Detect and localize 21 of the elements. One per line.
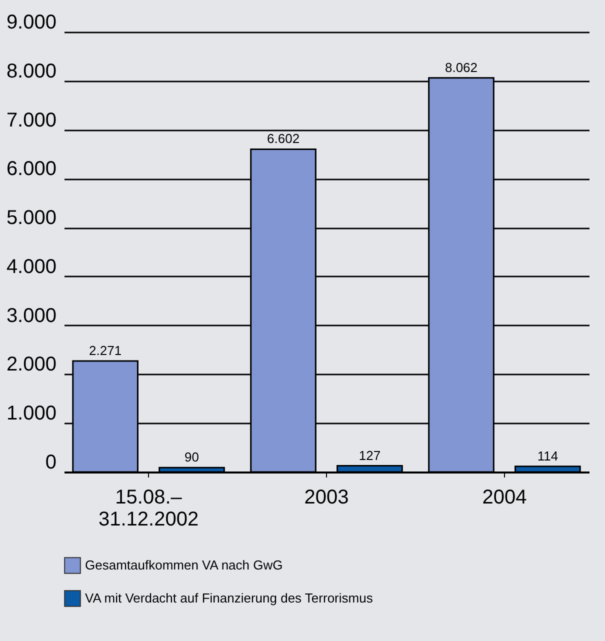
- y-tick-label: 7.000: [6, 109, 56, 132]
- legend-label: VA mit Verdacht auf Finanzierung des Terrorismus: [85, 590, 374, 606]
- data-label: 127: [358, 448, 381, 463]
- data-label: 114: [537, 448, 558, 464]
- y-tick-label: 3.000: [6, 304, 56, 327]
- data-label: 6.602: [267, 131, 300, 146]
- x-tick-label: 15.08.– 31.12.2002: [98, 486, 199, 530]
- x-tick-label: 2003: [304, 486, 349, 508]
- y-tick-label: 2.000: [6, 354, 56, 376]
- y-tick-label: 4.000: [6, 256, 56, 278]
- y-tick-label: 9.000: [6, 12, 56, 34]
- y-tick-label: 0: [45, 452, 56, 474]
- legend-label: Gesamtaufkommen VA nach GwG: [85, 558, 283, 572]
- data-label: 8.062: [444, 60, 478, 75]
- data-label: 2.271: [89, 342, 122, 358]
- x-tick-label: 2004: [482, 486, 527, 508]
- y-tick-label: 1.000: [6, 402, 56, 425]
- y-tick-label: 6.000: [6, 158, 56, 180]
- data-label: 90: [184, 450, 199, 465]
- y-tick-label: 8.000: [6, 60, 56, 82]
- y-tick-label: 5.000: [6, 207, 56, 230]
